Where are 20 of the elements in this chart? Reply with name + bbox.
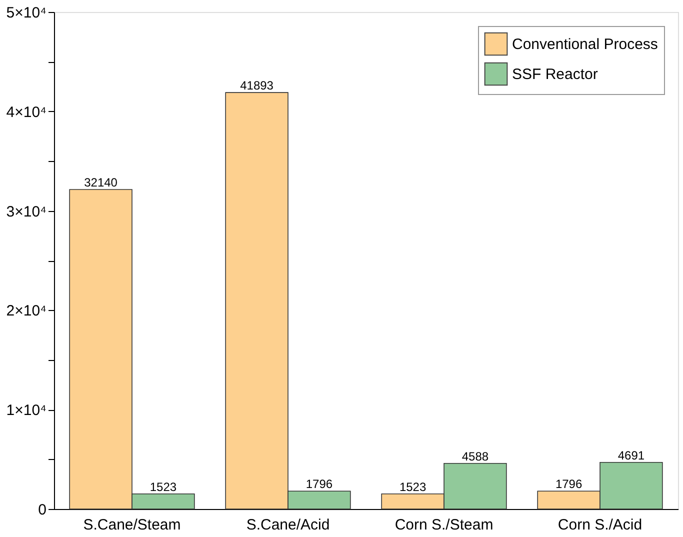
y-tick-label: 3×10⁴ xyxy=(6,203,46,220)
data-label: 4588 xyxy=(462,449,489,464)
data-label: 4691 xyxy=(618,448,645,462)
x-tick-label: Corn S./Steam xyxy=(394,516,494,534)
data-label: 1796 xyxy=(306,477,333,492)
data-label: 41893 xyxy=(240,78,274,93)
legend-label: SSF Reactor xyxy=(512,66,598,83)
data-label: 32140 xyxy=(84,176,118,190)
y-tick-label: 1×10⁴ xyxy=(6,402,46,420)
x-tick-label: Corn S./Acid xyxy=(558,516,642,534)
x-tick-label: S.Cane/Steam xyxy=(83,516,181,534)
data-label: 1523 xyxy=(150,480,177,494)
y-tick-label: 5×10⁴ xyxy=(6,4,46,22)
y-tick-label: 4×10⁴ xyxy=(6,104,46,121)
x-tick-label: S.Cane/Acid xyxy=(246,516,330,534)
y-tick-label: 0 xyxy=(38,502,46,518)
y-tick-label: 2×10⁴ xyxy=(6,302,46,320)
data-label: 1523 xyxy=(399,480,426,494)
legend-label: Conventional Process xyxy=(512,36,658,53)
data-label: 1796 xyxy=(555,477,582,492)
